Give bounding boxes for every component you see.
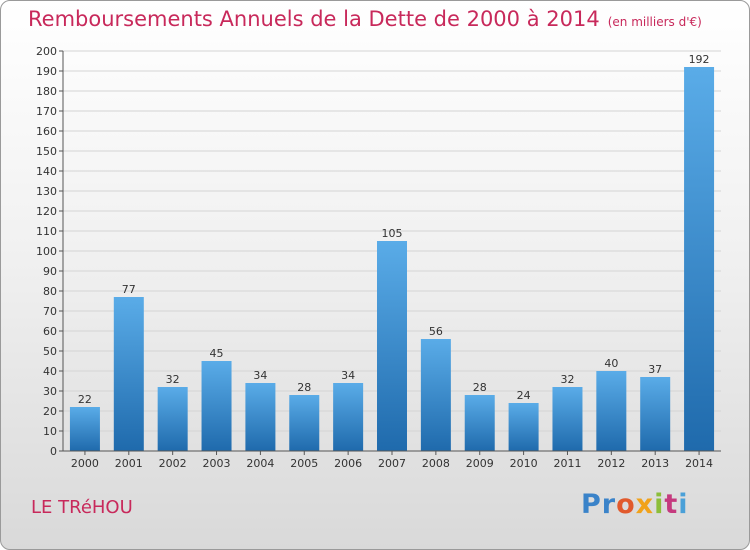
- y-tick-label: 200: [36, 45, 57, 58]
- bar: [684, 67, 715, 451]
- data-label: 34: [341, 369, 355, 382]
- x-tick-label: 2013: [641, 457, 669, 470]
- data-label: 37: [648, 363, 662, 376]
- data-label: 40: [604, 357, 618, 370]
- data-label: 32: [166, 373, 180, 386]
- x-tick-label: 2008: [422, 457, 450, 470]
- data-label: 56: [429, 325, 443, 338]
- y-tick-label: 130: [36, 185, 57, 198]
- logo-part: i: [654, 489, 665, 520]
- y-tick-label: 0: [50, 445, 57, 458]
- x-tick-label: 2001: [115, 457, 143, 470]
- data-label: 32: [560, 373, 574, 386]
- x-tick-label: 2002: [159, 457, 187, 470]
- logo-part: o: [616, 489, 636, 520]
- bar: [640, 377, 671, 451]
- bar: [113, 297, 144, 451]
- y-tick-label: 20: [43, 405, 57, 418]
- logo-part: t: [664, 489, 679, 520]
- data-label: 24: [517, 389, 531, 402]
- data-label: 34: [253, 369, 267, 382]
- x-tick-label: 2006: [334, 457, 362, 470]
- x-tick-label: 2003: [203, 457, 231, 470]
- data-label: 28: [297, 381, 311, 394]
- y-tick-label: 80: [43, 285, 57, 298]
- bar: [552, 387, 583, 451]
- bar: [333, 383, 364, 451]
- x-tick-label: 2011: [553, 457, 581, 470]
- y-tick-label: 190: [36, 65, 57, 78]
- y-tick-label: 170: [36, 105, 57, 118]
- chart-title: Remboursements Annuels de la Dette de 20…: [28, 7, 702, 31]
- bar: [157, 387, 188, 451]
- logo-part: Pr: [581, 489, 617, 520]
- y-tick-label: 30: [43, 385, 57, 398]
- proxiti-logo: Proxiti: [581, 489, 689, 520]
- y-tick-label: 50: [43, 345, 57, 358]
- x-tick-label: 2005: [290, 457, 318, 470]
- x-tick-label: 2009: [466, 457, 494, 470]
- bars: [69, 67, 715, 451]
- bar-chart: 0 10 20 30 40 50 60 70 80 90 100 110 120 130 140 150 160…: [36, 45, 721, 470]
- x-tick-label: 2004: [246, 457, 274, 470]
- commune-name: LE TRéHOU: [31, 497, 133, 518]
- x-tick-label: 2014: [685, 457, 713, 470]
- y-tick-label: 40: [43, 365, 57, 378]
- data-label: 105: [382, 227, 403, 240]
- y-tick-label: 70: [43, 305, 57, 318]
- y-tick-label: 90: [43, 265, 57, 278]
- x-tick-label: 2010: [510, 457, 538, 470]
- y-tick-label: 180: [36, 85, 57, 98]
- data-label: 22: [78, 393, 92, 406]
- y-tick-label: 60: [43, 325, 57, 338]
- data-label: 28: [473, 381, 487, 394]
- x-tick-label: 2007: [378, 457, 406, 470]
- x-tick-label: 2000: [71, 457, 99, 470]
- logo-part: x: [635, 489, 655, 520]
- y-tick-label: 100: [36, 245, 57, 258]
- bar: [377, 241, 407, 451]
- bar: [420, 339, 451, 451]
- bar: [508, 403, 539, 451]
- bar: [596, 371, 627, 451]
- chart-title-text: Remboursements Annuels de la Dette de 20…: [28, 7, 600, 31]
- bar: [464, 395, 495, 451]
- chart-subtitle: (en milliers d'€): [607, 15, 702, 29]
- x-tick-label: 2012: [597, 457, 625, 470]
- labels: 0 10 20 30 40 50 60 70 80 90 100 110 120 130 140 150 160…: [36, 45, 713, 470]
- y-tick-label: 160: [36, 125, 57, 138]
- data-label: 77: [122, 283, 136, 296]
- axes: [59, 50, 721, 455]
- y-tick-label: 10: [43, 425, 57, 438]
- logo-part: i: [678, 489, 689, 520]
- y-tick-label: 150: [36, 145, 57, 158]
- bar: [289, 395, 320, 451]
- y-tick-label: 110: [36, 225, 57, 238]
- bar: [69, 407, 100, 451]
- bar: [245, 383, 276, 451]
- bar: [201, 361, 232, 451]
- data-label: 192: [689, 53, 710, 66]
- data-label: 45: [210, 347, 224, 360]
- y-tick-label: 120: [36, 205, 57, 218]
- y-tick-label: 140: [36, 165, 57, 178]
